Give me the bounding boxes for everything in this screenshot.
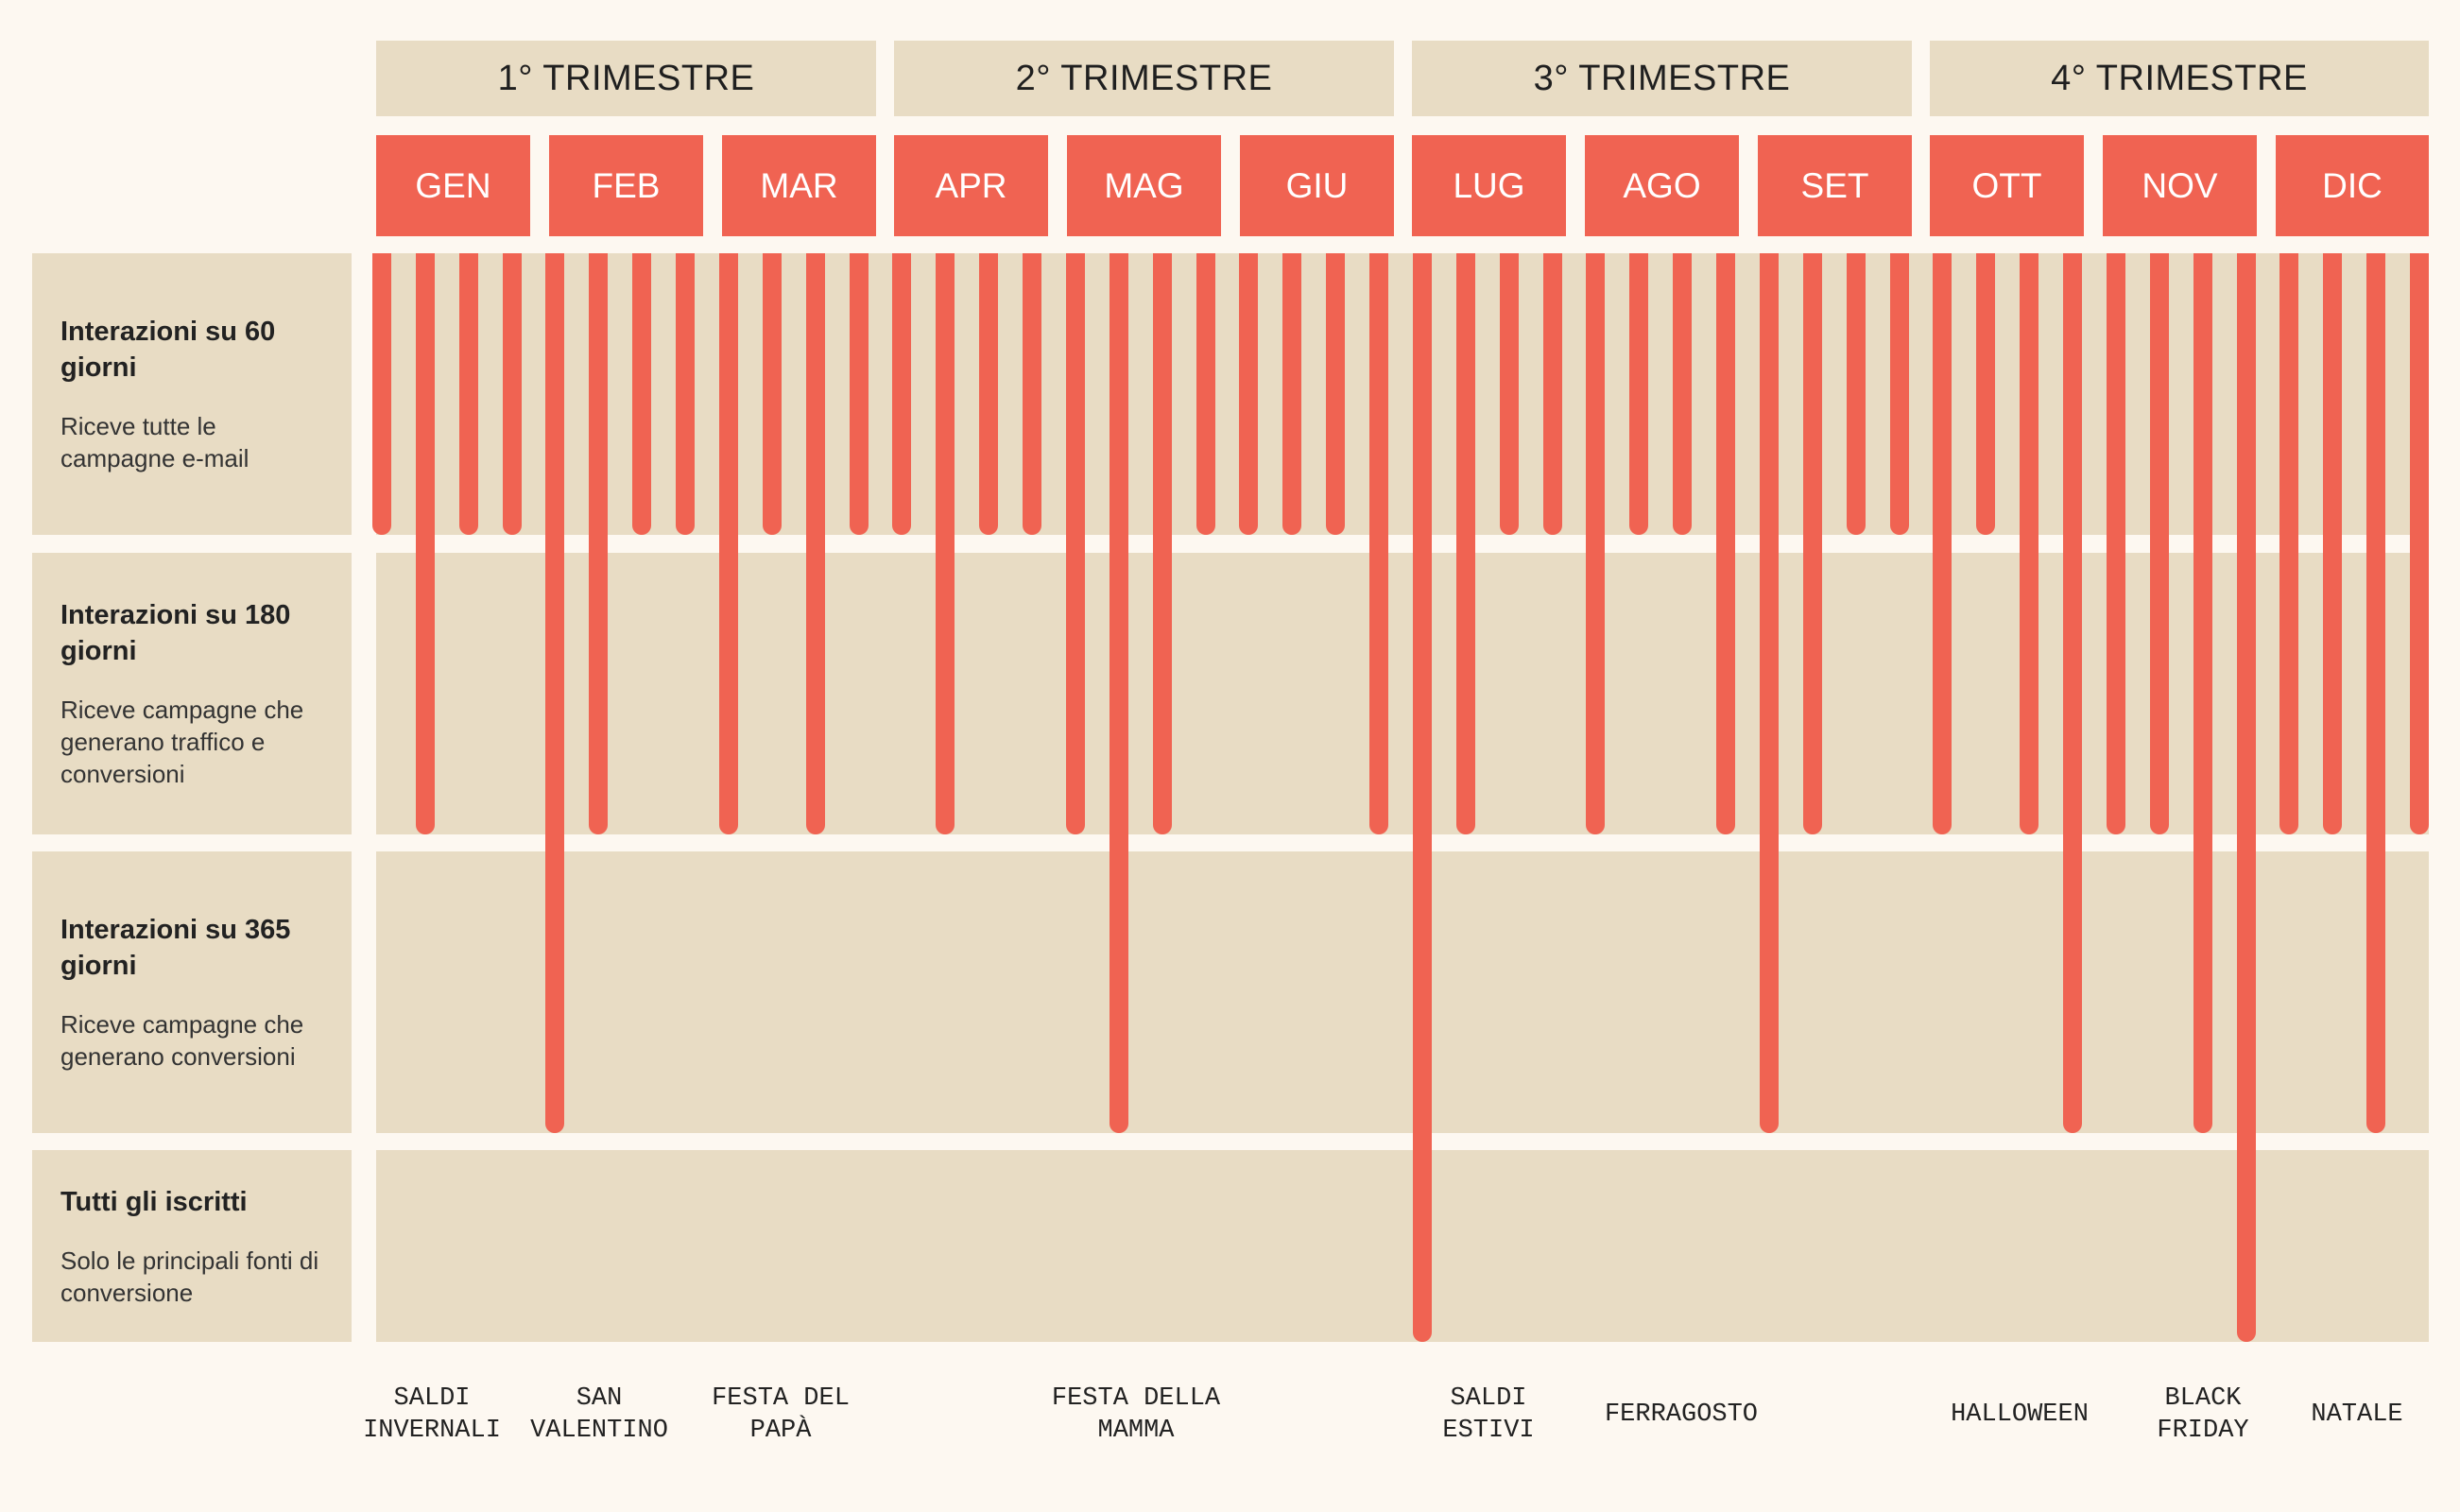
quarter-header-q4: 4° TRIMESTRE [1930, 41, 2429, 116]
campaign-bar [502, 253, 522, 535]
campaign-bar [545, 253, 565, 1133]
event-label: HALLOWEEN [1951, 1400, 2089, 1429]
campaign-bar [1759, 253, 1779, 1133]
campaign-bar [979, 253, 999, 535]
campaign-bar [1889, 253, 1909, 535]
month-jan: GEN [376, 135, 530, 236]
campaign-bar [1239, 253, 1259, 535]
event-label: SALDI ESTIVI [1442, 1384, 1535, 1445]
quarter-header-q3: 3° TRIMESTRE [1412, 41, 1912, 116]
campaign-bar [2410, 253, 2429, 834]
month-dec: DIC [2276, 135, 2429, 236]
month-mar: MAR [722, 135, 876, 236]
campaign-bar [762, 253, 782, 535]
month-may: MAG [1067, 135, 1221, 236]
campaign-bar [1802, 253, 1822, 834]
campaign-bar [718, 253, 738, 834]
campaign-bar [372, 253, 391, 535]
campaign-bar [1369, 253, 1389, 834]
month-jul: LUG [1412, 135, 1566, 236]
campaign-bar [1282, 253, 1302, 535]
segment-description: Riceve campagne che generano traffico e … [60, 696, 304, 788]
campaign-bar [458, 253, 478, 535]
campaign-bar [2020, 253, 2039, 834]
campaign-bar [1716, 253, 1736, 834]
campaign-bar [2236, 253, 2256, 1342]
campaign-bar [1196, 253, 1215, 535]
campaign-bar [1326, 253, 1346, 535]
month-apr: APR [894, 135, 1048, 236]
segment-row-all-subscribers [376, 1150, 2429, 1342]
month-aug: AGO [1585, 135, 1739, 236]
campaign-bar [1976, 253, 1996, 535]
event-label: SALDI INVERNALI [363, 1384, 501, 1445]
month-feb: FEB [549, 135, 703, 236]
campaign-bar [415, 253, 435, 834]
campaign-bar [1933, 253, 1953, 834]
event-label: FERRAGOSTO [1604, 1400, 1759, 1429]
segment-row-60-days [376, 253, 2429, 535]
month-sep: SET [1758, 135, 1912, 236]
segment-row-180-days [376, 553, 2429, 834]
campaign-bar [1412, 253, 1432, 1342]
segment-label-60-days: Interazioni su 60 giorni Riceve tutte le… [32, 253, 352, 535]
campaign-bar [2149, 253, 2169, 834]
campaign-bar [2106, 253, 2125, 834]
month-nov: NOV [2103, 135, 2257, 236]
campaign-bar [2323, 253, 2343, 834]
campaign-bar [1455, 253, 1475, 834]
campaign-bar [1542, 253, 1562, 535]
month-oct: OTT [1930, 135, 2084, 236]
campaign-bar [676, 253, 696, 535]
month-jun: GIU [1240, 135, 1394, 236]
segment-label-180-days: Interazioni su 180 giorni Riceve campagn… [32, 553, 352, 834]
event-label: FESTA DEL PAPÀ [712, 1384, 850, 1445]
campaign-bar [2063, 253, 2083, 1133]
event-label: FESTA DELLA MAMMA [1051, 1384, 1221, 1445]
campaign-bar [1673, 253, 1693, 535]
campaign-bar [1629, 253, 1649, 535]
campaign-bar [1846, 253, 1866, 535]
segment-row-365-days [376, 851, 2429, 1133]
campaign-bar [1152, 253, 1172, 834]
segment-description: Riceve campagne che generano conversioni [60, 1010, 304, 1071]
segment-title: Interazioni su 60 giorni [60, 317, 276, 383]
campaign-bar [1109, 253, 1128, 1133]
campaign-bar [2366, 253, 2386, 1133]
campaign-bar [892, 253, 912, 535]
segment-title: Interazioni su 365 giorni [60, 915, 291, 981]
segment-description: Solo le principali fonti di conversione [60, 1246, 319, 1307]
campaign-bar [849, 253, 869, 535]
event-label: BLACK FRIDAY [2157, 1384, 2249, 1445]
campaign-bar [1499, 253, 1519, 535]
segment-label-365-days: Interazioni su 365 giorni Riceve campagn… [32, 851, 352, 1133]
segment-label-all-subscribers: Tutti gli iscritti Solo le principali fo… [32, 1150, 352, 1342]
segment-title: Tutti gli iscritti [60, 1186, 248, 1217]
campaign-bar [2193, 253, 2212, 1133]
event-label: SAN VALENTINO [530, 1384, 668, 1445]
segment-description: Riceve tutte le campagne e-mail [60, 412, 249, 472]
campaign-bar [1586, 253, 1606, 834]
campaign-bar [936, 253, 955, 834]
quarter-header-q1: 1° TRIMESTRE [376, 41, 876, 116]
event-label: NATALE [2311, 1400, 2403, 1429]
segment-title: Interazioni su 180 giorni [60, 600, 291, 666]
quarter-header-q2: 2° TRIMESTRE [894, 41, 1394, 116]
campaign-bar [589, 253, 609, 834]
campaign-bar [2279, 253, 2299, 834]
campaign-bar [1023, 253, 1042, 535]
campaign-bar [632, 253, 652, 535]
campaign-bar [805, 253, 825, 834]
campaign-bar [1065, 253, 1085, 834]
